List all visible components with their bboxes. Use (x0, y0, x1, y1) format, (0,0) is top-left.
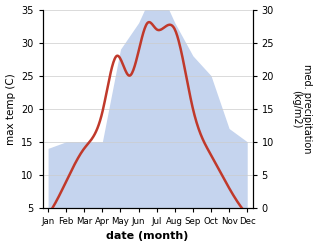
X-axis label: date (month): date (month) (107, 231, 189, 242)
Y-axis label: max temp (C): max temp (C) (5, 73, 16, 144)
Y-axis label: med. precipitation
(kg/m2): med. precipitation (kg/m2) (291, 64, 313, 153)
